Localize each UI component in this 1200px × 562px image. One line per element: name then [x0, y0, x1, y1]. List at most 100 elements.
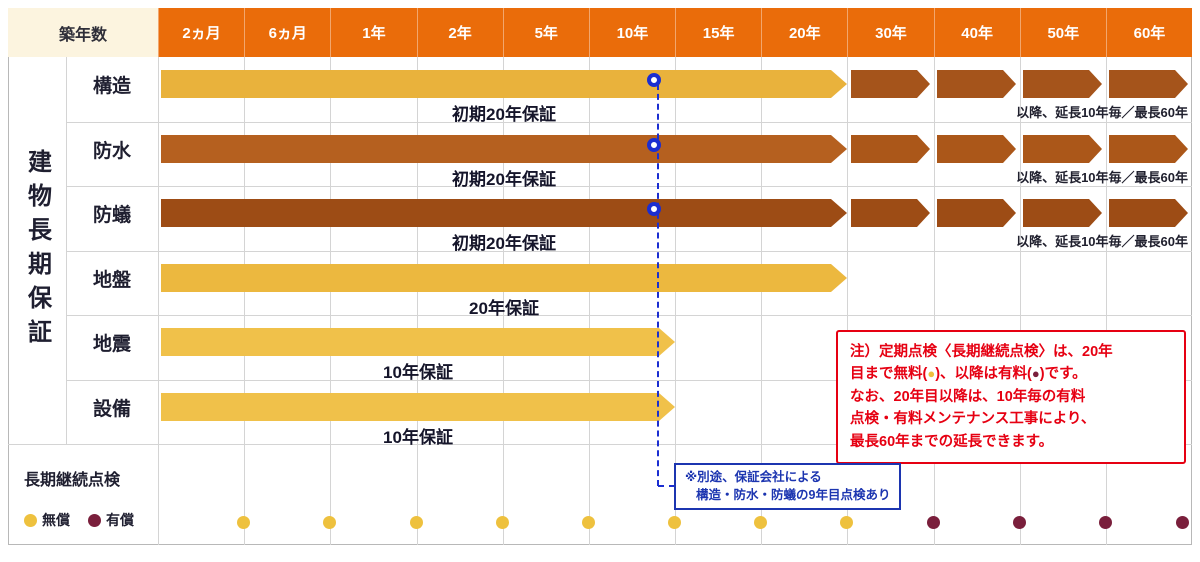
extension-chevron: [851, 199, 930, 227]
paid-dot-icon: [927, 516, 940, 529]
paid-dot-icon: [88, 513, 101, 527]
extension-chevron: [937, 199, 1016, 227]
inspection-point-icon: [647, 138, 661, 152]
paid-dot-icon: [1176, 516, 1189, 529]
ninth-year-dashed-connector: [658, 485, 675, 487]
red-note-line2: 目まで無料(●)、以降は有料(●)です。: [850, 366, 1087, 383]
header-col-15y: 15年: [675, 8, 761, 57]
bar-label-structure: 初期20年保証: [452, 105, 556, 124]
header-col-2y: 2年: [416, 8, 503, 57]
warranty-bar-ground: [161, 264, 847, 292]
header-row: 2ヵ月 6ヵ月 1年 2年 5年 10年 15年 20年 30年 40年 50年…: [158, 8, 1192, 57]
extension-label-structure: 以降、延長10年毎／最長60年: [1016, 105, 1188, 120]
red-note-line5: 最長60年までの延長できます。: [850, 433, 1054, 450]
header-col-60y: 60年: [1105, 8, 1192, 57]
red-note-line3: なお、20年目以降は、10年毎の有料: [850, 388, 1086, 405]
warranty-bar-structure: [161, 70, 847, 98]
grid-vline: [675, 57, 676, 545]
grid-vline: [66, 57, 67, 444]
grid-vline: [158, 57, 159, 545]
warranty-bar-waterproof: [161, 135, 847, 163]
chart-title: 建物長期保証: [23, 148, 51, 353]
sidebar-title-cell: 建物長期保証: [8, 57, 66, 444]
header-col-40y: 40年: [933, 8, 1020, 57]
extension-chevron: [1109, 70, 1188, 98]
grid-hline: [66, 251, 1192, 252]
blue-note-box: ※別途、保証会社による 構造・防水・防蟻の9年目点検あり: [674, 463, 902, 510]
extension-chevron: [1023, 135, 1102, 163]
inspection-legend: 無償 有償: [24, 510, 134, 530]
free-dot-icon: [840, 516, 853, 529]
header-col-50y: 50年: [1019, 8, 1106, 57]
bar-label-earthquake: 10年保証: [383, 363, 453, 382]
row-label-ground: 地盤: [92, 269, 131, 291]
extension-chevron: [1109, 199, 1188, 227]
blue-note-line2: 構造・防水・防蟻の9年目点検あり: [696, 487, 891, 502]
row-label-structure: 構造: [92, 75, 131, 97]
free-dot-icon: [323, 516, 336, 529]
header-col-5y: 5年: [502, 8, 589, 57]
free-dot-icon: [410, 516, 423, 529]
grid-vline: [1020, 57, 1021, 545]
bar-label-equipment: 10年保証: [383, 428, 453, 447]
ninth-year-dashed-line: [657, 84, 659, 486]
warranty-bar-earthquake: [161, 328, 675, 356]
legend-free-label: 無償: [42, 512, 70, 528]
row-label-equipment: 設備: [92, 398, 131, 420]
header-col-20y: 20年: [761, 8, 847, 57]
free-dot-icon: [668, 516, 681, 529]
extension-chevron: [1023, 70, 1102, 98]
extension-label-antitermite: 以降、延長10年毎／最長60年: [1016, 234, 1188, 249]
free-dot-icon: [496, 516, 509, 529]
extension-chevron: [1109, 135, 1188, 163]
free-dot-icon: [582, 516, 595, 529]
header-col-30y: 30年: [847, 8, 933, 57]
grid-vline: [330, 57, 331, 545]
grid-hline: [66, 380, 1192, 381]
free-dot-icon: [237, 516, 250, 529]
header-col-2m: 2ヵ月: [158, 8, 244, 57]
free-dot-icon: ●: [927, 366, 936, 382]
free-dot-icon: [24, 513, 37, 527]
extension-chevron: [851, 135, 930, 163]
grid-vline: [589, 57, 590, 545]
warranty-bar-equipment: [161, 393, 675, 421]
grid-hline: [66, 122, 1192, 123]
bar-label-antitermite: 初期20年保証: [452, 234, 556, 253]
extension-chevron: [1023, 199, 1102, 227]
grid-vline: [417, 57, 418, 545]
free-dot-icon: [754, 516, 767, 529]
blue-note-line1: ※別途、保証会社による: [685, 470, 822, 484]
paid-dot-icon: [1013, 516, 1026, 529]
legend-paid-label: 有償: [106, 512, 134, 528]
bar-label-ground: 20年保証: [469, 299, 539, 318]
grid-vline: [847, 57, 848, 545]
inspection-point-icon: [647, 73, 661, 87]
header-col-6m: 6ヵ月: [244, 8, 330, 57]
extension-chevron: [937, 70, 1016, 98]
grid-hline: [66, 186, 1192, 187]
warranty-bar-antitermite: [161, 199, 847, 227]
extension-chevron: [851, 70, 930, 98]
header-age-label: 築年数: [8, 8, 158, 57]
grid-vline: [244, 57, 245, 545]
header-col-1y: 1年: [330, 8, 416, 57]
grid-vline: [934, 57, 935, 545]
bar-label-waterproof: 初期20年保証: [452, 170, 556, 189]
inspection-section-label: 長期継続点検: [24, 472, 121, 489]
row-label-earthquake: 地震: [92, 333, 131, 355]
extension-chevron: [937, 135, 1016, 163]
grid-vline: [761, 57, 762, 545]
row-label-waterproof: 防水: [92, 140, 131, 162]
inspection-point-icon: [647, 202, 661, 216]
header-col-10y: 10年: [588, 8, 675, 57]
row-label-antitermite: 防蟻: [92, 204, 131, 226]
grid-vline: [503, 57, 504, 545]
grid-hline: [8, 444, 1192, 445]
grid-vline: [1106, 57, 1107, 545]
grid-hline: [66, 315, 1192, 316]
red-note-line1: 注）定期点検〈長期継続点検〉は、20年: [850, 344, 1113, 360]
red-note-line4: 点検・有料メンテナンス工事により、: [850, 411, 1096, 428]
extension-label-waterproof: 以降、延長10年毎／最長60年: [1016, 170, 1188, 185]
